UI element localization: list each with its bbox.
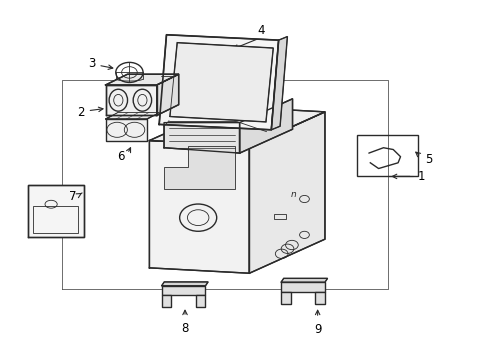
Text: 3: 3 bbox=[88, 57, 96, 70]
Polygon shape bbox=[169, 42, 273, 122]
Text: 5: 5 bbox=[424, 153, 431, 166]
Polygon shape bbox=[149, 140, 249, 273]
Bar bbox=[356, 135, 417, 176]
Text: 8: 8 bbox=[181, 321, 188, 335]
Polygon shape bbox=[163, 123, 239, 153]
Polygon shape bbox=[157, 74, 178, 116]
Polygon shape bbox=[281, 282, 325, 292]
Polygon shape bbox=[149, 107, 325, 146]
Bar bbox=[33, 206, 78, 233]
Polygon shape bbox=[315, 292, 325, 304]
Polygon shape bbox=[239, 99, 292, 153]
Polygon shape bbox=[281, 278, 327, 282]
Text: 1: 1 bbox=[417, 170, 424, 183]
Text: 2: 2 bbox=[77, 106, 84, 119]
Polygon shape bbox=[161, 296, 171, 307]
Text: 4: 4 bbox=[257, 23, 265, 37]
Text: 6: 6 bbox=[117, 150, 125, 163]
Polygon shape bbox=[249, 112, 325, 273]
Polygon shape bbox=[161, 286, 205, 296]
Polygon shape bbox=[271, 37, 287, 130]
Polygon shape bbox=[105, 85, 157, 116]
Polygon shape bbox=[105, 113, 159, 119]
Text: n: n bbox=[290, 190, 295, 199]
Polygon shape bbox=[27, 185, 83, 237]
Polygon shape bbox=[159, 35, 278, 130]
Bar bbox=[273, 214, 285, 219]
Polygon shape bbox=[161, 282, 208, 286]
Polygon shape bbox=[195, 296, 205, 307]
Text: 9: 9 bbox=[313, 323, 321, 337]
Polygon shape bbox=[105, 119, 147, 140]
Polygon shape bbox=[163, 146, 234, 189]
Polygon shape bbox=[105, 74, 178, 85]
Text: 7: 7 bbox=[69, 190, 76, 203]
Polygon shape bbox=[281, 292, 290, 304]
